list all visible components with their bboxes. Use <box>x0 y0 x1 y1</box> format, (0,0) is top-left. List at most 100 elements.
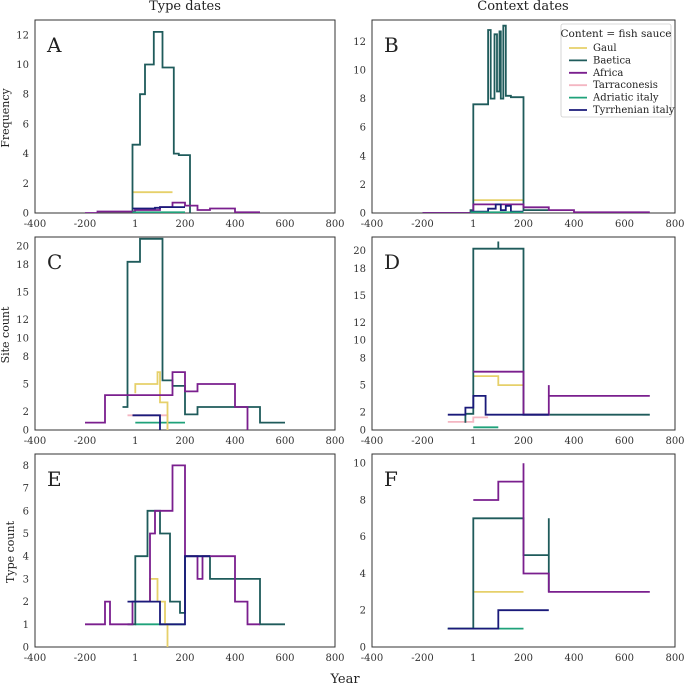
legend-title: Content = fish sauce <box>560 28 671 40</box>
x-tick-label: 800 <box>665 436 684 447</box>
y-tick-label: 2 <box>360 606 366 617</box>
y-tick-label: 6 <box>23 119 29 130</box>
legend-entry-label: Gaul <box>593 43 617 54</box>
panel-a: -400 -200 1 200 400 600 800 0 2 4 6 8 10 12 A <box>16 19 345 230</box>
x-tick-label: 200 <box>514 653 533 664</box>
x-tick-label: 800 <box>665 653 684 664</box>
panel-letter: A <box>46 33 62 57</box>
y-tick-label: 20 <box>16 242 29 253</box>
panel-letter: F <box>384 467 398 491</box>
series-line <box>473 370 650 416</box>
x-tick-label: 800 <box>325 653 344 664</box>
series-line <box>149 578 169 647</box>
series-line <box>127 509 285 626</box>
x-tick-label: -400 <box>361 436 383 447</box>
series-line <box>422 24 549 213</box>
plot-frame <box>371 453 676 648</box>
y-tick-label: 2 <box>23 179 29 190</box>
y-tick-label: 12 <box>16 30 29 41</box>
y-tick-label: 4 <box>360 151 366 162</box>
column-title-context-dates: Context dates <box>477 0 568 14</box>
x-tick-label: 800 <box>325 436 344 447</box>
y-tick-label: 2 <box>360 408 366 419</box>
x-tick-label: 200 <box>175 653 194 664</box>
legend-box <box>560 23 672 118</box>
x-tick-label: -400 <box>24 653 46 664</box>
y-tick-label: 0 <box>23 643 29 654</box>
series-line <box>132 206 185 210</box>
x-tick-label: -200 <box>411 653 433 664</box>
y-tick-label: 4 <box>360 569 366 580</box>
series-line <box>447 609 549 630</box>
y-tick-label: 0 <box>23 426 29 437</box>
legend-entry-label: Baetica <box>593 55 631 66</box>
series-line <box>422 203 650 213</box>
x-tick-label: 200 <box>514 219 533 230</box>
y-tick-label: 15 <box>16 288 29 299</box>
y-tick-label: 7 <box>23 484 29 495</box>
legend-entry-label: Tyrrhenian italy <box>593 105 675 116</box>
y-tick-label: 20 <box>353 246 366 257</box>
panel-d: -400 -200 1 200 400 600 800 0 2 5 8 10 12 15 18 20 D <box>353 236 685 447</box>
x-axis-label-year: Year <box>329 672 360 686</box>
series-line <box>473 375 524 386</box>
series-line <box>85 464 260 626</box>
legend-entry-label: Adriatic italy <box>592 93 659 104</box>
y-tick-label: 4 <box>23 552 29 563</box>
x-tick-label: 600 <box>275 653 294 664</box>
y-tick-label: 18 <box>353 264 366 275</box>
y-tick-label: 5 <box>23 529 29 540</box>
panel-b: -400 -200 1 200 400 600 800 0 2 4 6 8 10 12 B <box>353 19 685 230</box>
y-tick-label: 0 <box>360 209 366 220</box>
y-tick-label: 6 <box>360 532 366 543</box>
y-tick-label: 2 <box>360 180 366 191</box>
series-line <box>131 31 191 213</box>
y-tick-label: 18 <box>16 260 29 271</box>
series-line <box>473 463 650 593</box>
y-tick-label: 5 <box>23 380 29 391</box>
panel-letter: B <box>384 33 399 57</box>
x-tick-label: -200 <box>411 436 433 447</box>
y-tick-label: 10 <box>353 66 366 77</box>
series-line <box>464 241 650 423</box>
y-tick-label: 8 <box>23 90 29 101</box>
panel-c: -400 -200 1 200 400 600 800 0 2 5 8 10 12 15 18 20 C <box>16 236 345 447</box>
x-tick-label: 400 <box>564 653 583 664</box>
x-tick-label: 400 <box>225 653 244 664</box>
y-tick-label: 4 <box>23 149 29 160</box>
x-tick-label: -400 <box>24 219 46 230</box>
x-tick-label: 200 <box>514 436 533 447</box>
panel-f: -400 -200 1 200 400 600 800 0 2 4 6 8 10 F <box>353 453 685 664</box>
y-tick-label: 12 <box>353 37 366 48</box>
y-tick-label: 12 <box>16 315 29 326</box>
x-tick-label: 1 <box>470 436 476 447</box>
x-tick-label: 600 <box>275 219 294 230</box>
x-tick-label: -400 <box>24 436 46 447</box>
x-tick-label: 1 <box>470 653 476 664</box>
x-tick-label: -400 <box>361 653 383 664</box>
x-tick-label: 600 <box>275 436 294 447</box>
x-tick-label: 400 <box>225 219 244 230</box>
y-tick-label: 6 <box>360 123 366 134</box>
y-tick-label: 0 <box>360 643 366 654</box>
x-tick-label: -200 <box>74 436 96 447</box>
x-tick-label: -400 <box>361 219 383 230</box>
series-line <box>85 201 260 213</box>
x-tick-label: 400 <box>564 436 583 447</box>
y-tick-label: 3 <box>23 574 29 585</box>
y-axis-label-type-count: Type count <box>4 520 17 583</box>
plot-frame <box>34 19 336 214</box>
y-tick-label: 0 <box>360 426 366 437</box>
y-tick-label: 10 <box>353 336 366 347</box>
series-line <box>132 414 161 430</box>
x-tick-label: 200 <box>175 219 194 230</box>
y-tick-label: 0 <box>23 209 29 220</box>
y-axis-label-site-count: Site count <box>0 306 12 363</box>
x-tick-label: 600 <box>615 436 634 447</box>
y-tick-label: 8 <box>360 495 366 506</box>
y-tick-label: 8 <box>23 461 29 472</box>
y-axis-label-frequency: Frequency <box>0 87 12 147</box>
y-tick-label: 8 <box>360 354 366 365</box>
